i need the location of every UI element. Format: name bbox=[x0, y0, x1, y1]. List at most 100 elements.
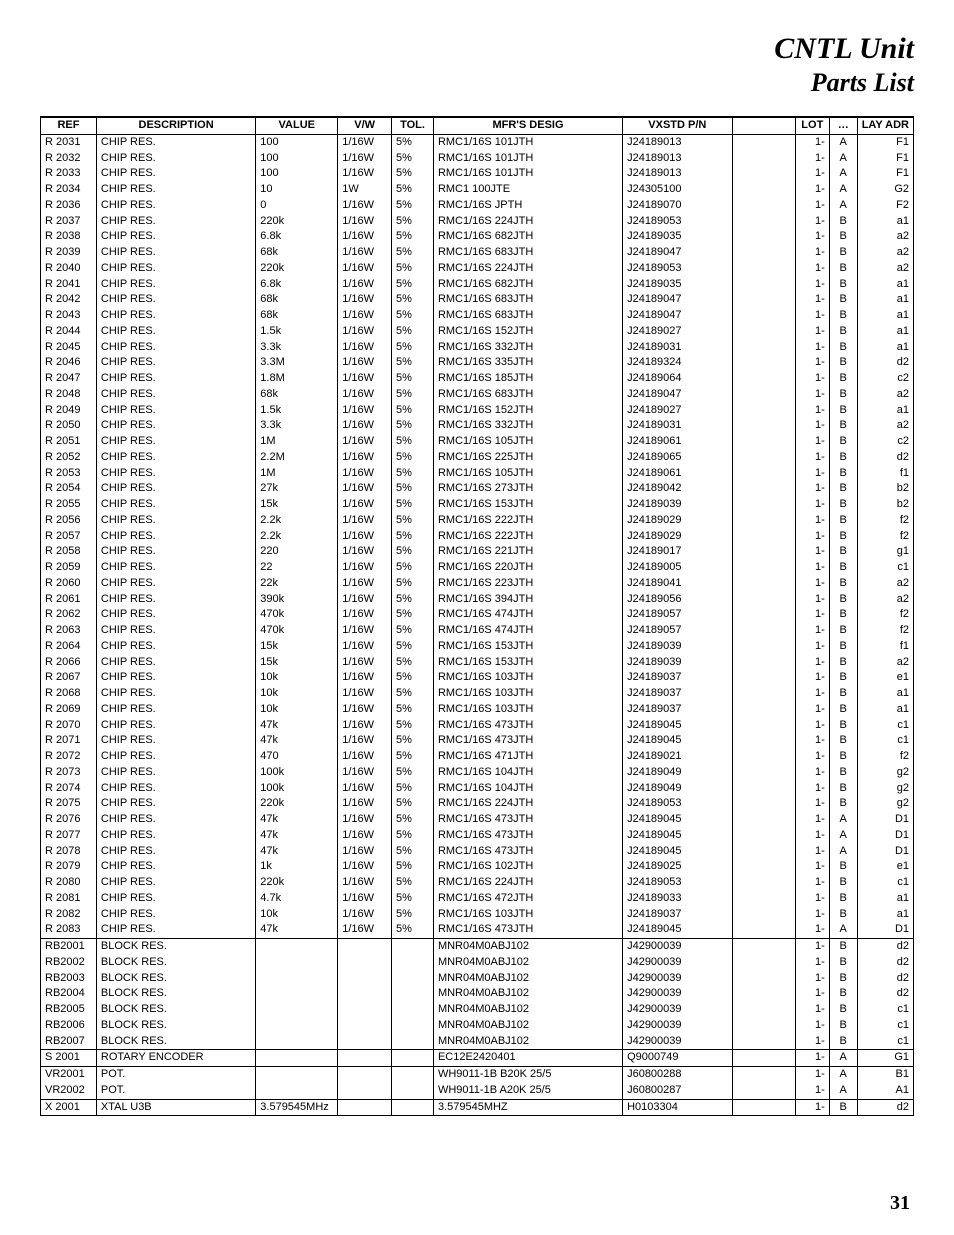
cell-desc: CHIP RES. bbox=[96, 277, 255, 293]
cell-grade: B bbox=[829, 466, 857, 482]
table-row: R 2071CHIP RES.47k1/16W5%RMC1/16S 473JTH… bbox=[41, 733, 914, 749]
cell-lot: 1- bbox=[795, 670, 829, 686]
cell-val: 470k bbox=[256, 623, 338, 639]
cell-vw: 1/16W bbox=[338, 434, 392, 450]
cell-desc: CHIP RES. bbox=[96, 513, 255, 529]
cell-lot: 1- bbox=[795, 702, 829, 718]
cell-grade: B bbox=[829, 1034, 857, 1050]
cell-lay: c1 bbox=[857, 875, 913, 891]
cell-lay: e1 bbox=[857, 859, 913, 875]
table-row: R 2049CHIP RES.1.5k1/16W5%RMC1/16S 152JT… bbox=[41, 403, 914, 419]
cell-pn: J24189045 bbox=[623, 828, 732, 844]
title-sub: Parts List bbox=[40, 68, 914, 98]
cell-grade: B bbox=[829, 355, 857, 371]
cell-lay: b2 bbox=[857, 497, 913, 513]
cell-grade: B bbox=[829, 875, 857, 891]
cell-blank bbox=[732, 655, 795, 671]
table-row: R 2068CHIP RES.10k1/16W5%RMC1/16S 103JTH… bbox=[41, 686, 914, 702]
cell-vw: 1/16W bbox=[338, 340, 392, 356]
cell-lay: a1 bbox=[857, 907, 913, 923]
cell-pn: J42900039 bbox=[623, 1018, 732, 1034]
cell-ref: R 2059 bbox=[41, 560, 97, 576]
cell-vw: 1/16W bbox=[338, 639, 392, 655]
cell-mfr: RMC1/16S 185JTH bbox=[433, 371, 622, 387]
cell-tol: 5% bbox=[392, 387, 434, 403]
cell-desc: CHIP RES. bbox=[96, 655, 255, 671]
cell-vw: 1/16W bbox=[338, 450, 392, 466]
cell-blank bbox=[732, 466, 795, 482]
cell-mfr: RMC1/16S 224JTH bbox=[433, 214, 622, 230]
cell-vw: 1/16W bbox=[338, 655, 392, 671]
cell-lot: 1- bbox=[795, 639, 829, 655]
cell-ref: R 2036 bbox=[41, 198, 97, 214]
cell-lot: 1- bbox=[795, 1067, 829, 1083]
cell-mfr: RMC1/16S 473JTH bbox=[433, 812, 622, 828]
cell-lot: 1- bbox=[795, 655, 829, 671]
cell-grade: B bbox=[829, 955, 857, 971]
cell-lay: a2 bbox=[857, 655, 913, 671]
cell-blank bbox=[732, 277, 795, 293]
table-row: R 2038CHIP RES.6.8k1/16W5%RMC1/16S 682JT… bbox=[41, 229, 914, 245]
cell-val: 0 bbox=[256, 198, 338, 214]
cell-vw: 1/16W bbox=[338, 292, 392, 308]
cell-ref: R 2055 bbox=[41, 497, 97, 513]
cell-mfr: MNR04M0ABJ102 bbox=[433, 1002, 622, 1018]
cell-vw: 1/16W bbox=[338, 481, 392, 497]
cell-lot: 1- bbox=[795, 245, 829, 261]
table-row: RB2006BLOCK RES.MNR04M0ABJ102J429000391-… bbox=[41, 1018, 914, 1034]
cell-lay: a2 bbox=[857, 229, 913, 245]
cell-vw: 1/16W bbox=[338, 623, 392, 639]
cell-grade: B bbox=[829, 891, 857, 907]
cell-desc: CHIP RES. bbox=[96, 544, 255, 560]
cell-mfr: RMC1/16S 103JTH bbox=[433, 686, 622, 702]
cell-lot: 1- bbox=[795, 592, 829, 608]
cell-desc: CHIP RES. bbox=[96, 686, 255, 702]
cell-desc: CHIP RES. bbox=[96, 466, 255, 482]
cell-tol bbox=[392, 1002, 434, 1018]
cell-tol: 5% bbox=[392, 466, 434, 482]
cell-desc: CHIP RES. bbox=[96, 859, 255, 875]
cell-blank bbox=[732, 592, 795, 608]
cell-lay: f2 bbox=[857, 749, 913, 765]
table-row: RB2007BLOCK RES.MNR04M0ABJ102J429000391-… bbox=[41, 1034, 914, 1050]
cell-pn: J24189029 bbox=[623, 513, 732, 529]
cell-tol: 5% bbox=[392, 355, 434, 371]
cell-blank bbox=[732, 513, 795, 529]
cell-vw: 1/16W bbox=[338, 245, 392, 261]
table-row: R 2037CHIP RES.220k1/16W5%RMC1/16S 224JT… bbox=[41, 214, 914, 230]
cell-lot: 1- bbox=[795, 371, 829, 387]
cell-desc: CHIP RES. bbox=[96, 481, 255, 497]
table-row: R 2034CHIP RES.101W5%RMC1 100JTEJ2430510… bbox=[41, 182, 914, 198]
cell-blank bbox=[732, 1067, 795, 1083]
cell-blank bbox=[732, 859, 795, 875]
table-row: R 2079CHIP RES.1k1/16W5%RMC1/16S 102JTHJ… bbox=[41, 859, 914, 875]
cell-desc: CHIP RES. bbox=[96, 418, 255, 434]
cell-pn: J24189053 bbox=[623, 796, 732, 812]
cell-desc: BLOCK RES. bbox=[96, 971, 255, 987]
cell-grade: A bbox=[829, 166, 857, 182]
cell-desc: CHIP RES. bbox=[96, 670, 255, 686]
cell-ref: R 2073 bbox=[41, 765, 97, 781]
cell-grade: B bbox=[829, 986, 857, 1002]
cell-tol: 5% bbox=[392, 844, 434, 860]
cell-tol: 5% bbox=[392, 261, 434, 277]
cell-mfr: RMC1 100JTE bbox=[433, 182, 622, 198]
cell-val: 68k bbox=[256, 308, 338, 324]
cell-val: 1.8M bbox=[256, 371, 338, 387]
cell-ref: S 2001 bbox=[41, 1050, 97, 1067]
cell-pn: J24189049 bbox=[623, 765, 732, 781]
table-row: R 2083CHIP RES.47k1/16W5%RMC1/16S 473JTH… bbox=[41, 922, 914, 938]
cell-pn: J24189045 bbox=[623, 733, 732, 749]
cell-pn: J24189045 bbox=[623, 718, 732, 734]
cell-ref: R 2051 bbox=[41, 434, 97, 450]
cell-pn: J24189037 bbox=[623, 670, 732, 686]
cell-pn: J42900039 bbox=[623, 986, 732, 1002]
cell-blank bbox=[732, 245, 795, 261]
cell-mfr: RMC1/16S 473JTH bbox=[433, 718, 622, 734]
cell-ref: R 2063 bbox=[41, 623, 97, 639]
cell-val: 68k bbox=[256, 245, 338, 261]
cell-tol: 5% bbox=[392, 828, 434, 844]
cell-tol: 5% bbox=[392, 765, 434, 781]
cell-ref: R 2040 bbox=[41, 261, 97, 277]
cell-mfr: MNR04M0ABJ102 bbox=[433, 986, 622, 1002]
